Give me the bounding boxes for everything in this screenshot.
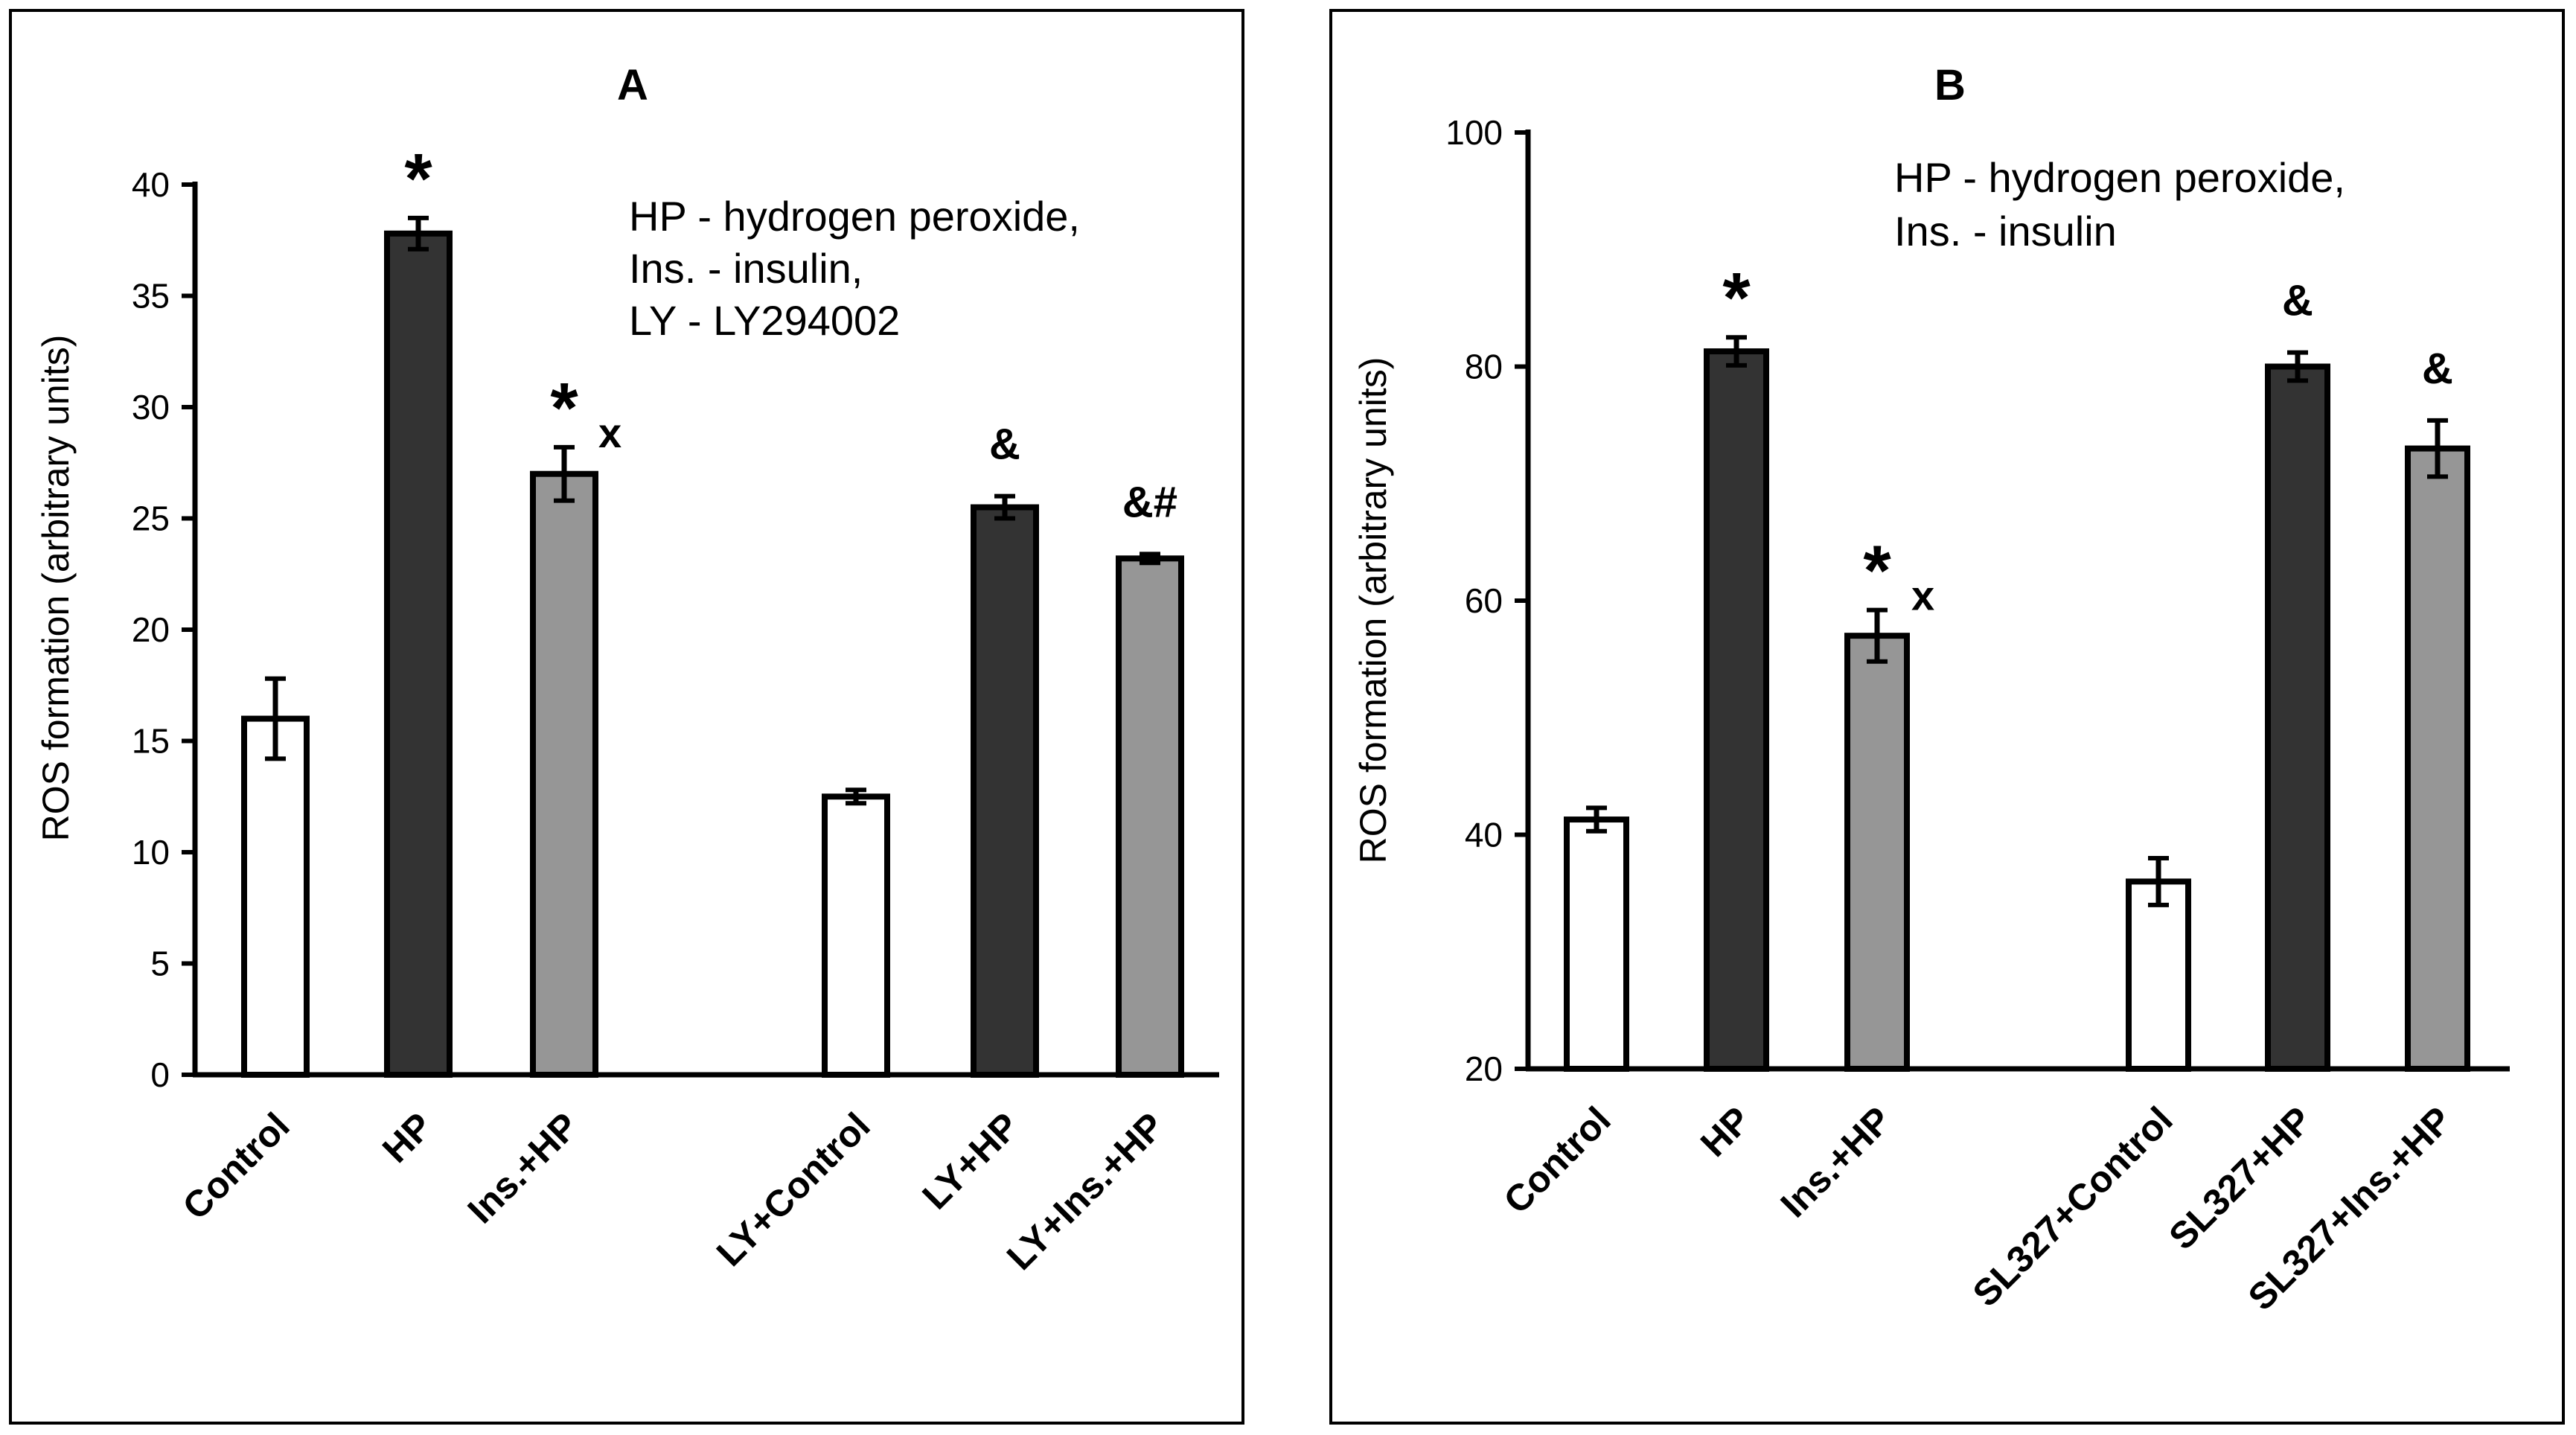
panel-b-significance-mark: & xyxy=(2422,345,2453,393)
panel-a-bar-2 xyxy=(384,230,453,1078)
panel-b-significance-mark: * xyxy=(1722,258,1751,338)
panel-a-y-tick-label: 25 xyxy=(132,499,170,538)
panel-a-significance-mark: & xyxy=(989,421,1020,469)
panel-a-bar-3 xyxy=(530,470,598,1078)
panel-b: B ROS formation (arbitrary units) HP - h… xyxy=(1329,9,2565,1425)
panel-a-note-2: Ins. - insulin, xyxy=(629,245,863,292)
panel-b-note-1: HP - hydrogen peroxide, xyxy=(1894,154,2345,201)
panel-b-bar-5 xyxy=(2265,363,2330,1072)
panel-b-title: B xyxy=(1934,61,1966,109)
panel-a-title: A xyxy=(617,61,648,109)
panel-a-significance-mark: &# xyxy=(1122,478,1177,526)
panel-a-y-tick-label: 5 xyxy=(150,945,170,983)
panel-b-note-2: Ins. - insulin xyxy=(1894,208,2117,255)
panel-b-significance-sub: x xyxy=(1911,572,1934,619)
panel-b-bar-1 xyxy=(1564,816,1629,1072)
panel-b-y-tick-label: 60 xyxy=(1465,581,1503,620)
panel-b-y-axis-label: ROS formation (arbitrary units) xyxy=(1352,357,1394,864)
panel-a-significance-sub: x xyxy=(598,409,621,456)
panel-a-significance-mark: * xyxy=(404,139,432,219)
panel-a-y-tick-label: 30 xyxy=(132,388,170,426)
panel-a-y-tick-label: 0 xyxy=(150,1055,170,1094)
panel-a-y-tick-label: 40 xyxy=(132,165,170,204)
panel-b-frame xyxy=(1329,9,2565,1425)
panel-a-bar-6 xyxy=(1116,555,1184,1078)
panel-a-bar-4 xyxy=(822,793,890,1078)
panel-a-y-tick-label: 20 xyxy=(132,610,170,649)
panel-a-y-axis-label: ROS formation (arbitrary units) xyxy=(35,335,77,842)
panel-a-note-3: LY - LY294002 xyxy=(629,297,900,344)
panel-b-bar-3 xyxy=(1844,633,1910,1072)
panel-b-bar-6 xyxy=(2405,445,2470,1072)
panel-b-y-tick-label: 20 xyxy=(1465,1049,1503,1088)
panel-a-y-tick-label: 10 xyxy=(132,833,170,872)
panel-a-y-tick-label: 15 xyxy=(132,722,170,761)
panel-b-y-tick-label: 40 xyxy=(1465,816,1503,854)
panel-b-y-tick-label: 80 xyxy=(1465,348,1503,386)
panel-a: A ROS formation (arbitrary units) HP - h… xyxy=(9,9,1244,1425)
panel-b-significance-mark: & xyxy=(2282,277,2313,325)
panel-a-y-tick-label: 35 xyxy=(132,277,170,316)
panel-b-bar-2 xyxy=(1704,348,1769,1072)
panel-b-significance-mark: * xyxy=(1863,531,1891,611)
panel-b-y-tick-label: 100 xyxy=(1445,113,1503,152)
panel-b-bar-4 xyxy=(2126,878,2191,1073)
panel-a-significance-mark: * xyxy=(550,368,578,448)
panel-a-bar-1 xyxy=(241,715,310,1078)
panel-a-bar-5 xyxy=(971,504,1039,1078)
panel-a-note-1: HP - hydrogen peroxide, xyxy=(629,193,1080,240)
